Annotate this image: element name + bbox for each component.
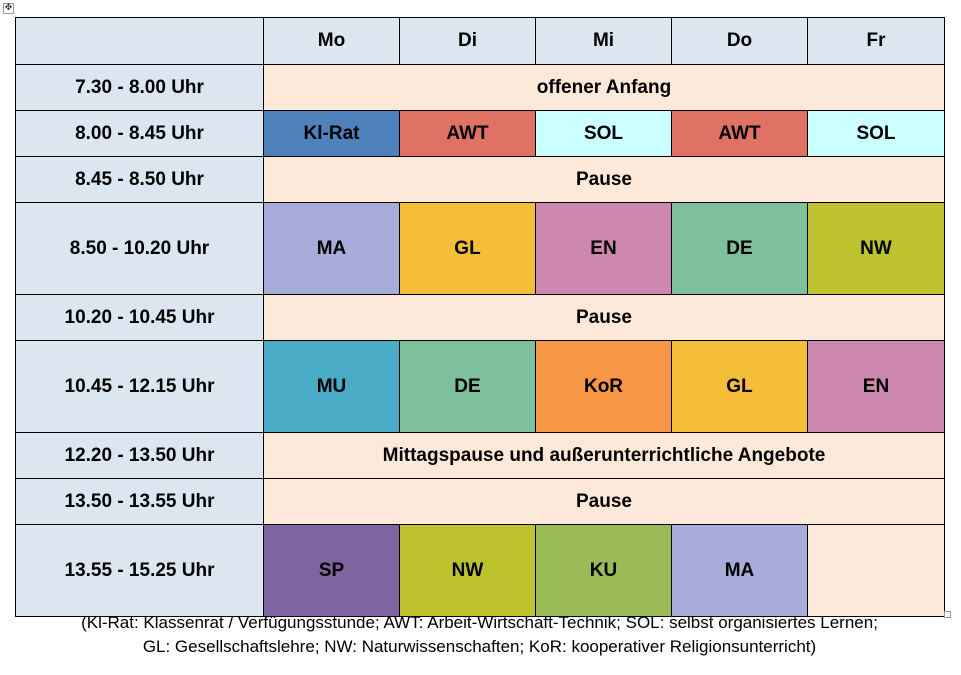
lesson-cell[interactable]: NW [807, 202, 945, 295]
time-cell[interactable]: 8.00 - 8.45 Uhr [15, 110, 264, 157]
lesson-cell[interactable]: KoR [535, 340, 672, 433]
time-cell[interactable]: 8.50 - 10.20 Uhr [15, 202, 264, 295]
table-row: 13.55 - 15.25 Uhr SP NW KU MA [15, 524, 945, 617]
lesson-cell[interactable]: SOL [807, 110, 945, 157]
lesson-cell[interactable]: MA [671, 524, 808, 617]
lesson-cell[interactable]: MA [263, 202, 400, 295]
day-header[interactable]: Do [671, 17, 808, 65]
spanning-break-cell[interactable]: Pause [263, 478, 945, 525]
table-row: 8.00 - 8.45 Uhr Kl-Rat AWT SOL AWT SOL [15, 110, 945, 157]
lesson-cell[interactable]: DE [399, 340, 536, 433]
spanning-break-cell[interactable]: Mittagspause und außerunterrichtliche An… [263, 432, 945, 479]
footnote-line-2: GL: Gesellschaftslehre; NW: Naturwissens… [142, 637, 817, 656]
table-move-handle-icon[interactable]: ✥ [3, 3, 14, 14]
spanning-break-cell[interactable]: Pause [263, 294, 945, 341]
table-row: 7.30 - 8.00 Uhr offener Anfang [15, 64, 945, 111]
empty-lesson-cell[interactable] [807, 524, 945, 617]
time-cell[interactable]: 7.30 - 8.00 Uhr [15, 64, 264, 111]
lesson-cell[interactable]: Kl-Rat [263, 110, 400, 157]
day-header[interactable]: Fr [807, 17, 945, 65]
table-row: 12.20 - 13.50 Uhr Mittagspause und außeru… [15, 432, 945, 479]
legend-footnote: (Kl-Rat: Klassenrat / Verfügungsstunde; … [15, 611, 944, 659]
table-resize-handle-icon[interactable] [944, 611, 951, 618]
lesson-cell[interactable]: AWT [671, 110, 808, 157]
time-cell[interactable]: 10.45 - 12.15 Uhr [15, 340, 264, 433]
lesson-cell[interactable]: DE [671, 202, 808, 295]
table-row: 10.20 - 10.45 Uhr Pause [15, 294, 945, 341]
table-row: 8.45 - 8.50 Uhr Pause [15, 156, 945, 203]
spanning-break-cell[interactable]: offener Anfang [263, 64, 945, 111]
time-cell[interactable]: 13.50 - 13.55 Uhr [15, 478, 264, 525]
lesson-cell[interactable]: GL [671, 340, 808, 433]
lesson-cell[interactable]: KU [535, 524, 672, 617]
footnote-line-1: (Kl-Rat: Klassenrat / Verfügungsstunde; … [81, 613, 878, 632]
day-header[interactable]: Mi [535, 17, 672, 65]
lesson-cell[interactable]: AWT [399, 110, 536, 157]
lesson-cell[interactable]: GL [399, 202, 536, 295]
timetable: Mo Di Mi Do Fr 7.30 - 8.00 Uhr offener Anfang 8… [15, 17, 945, 617]
lesson-cell[interactable]: NW [399, 524, 536, 617]
table-row: 10.45 - 12.15 Uhr MU DE KoR GL EN [15, 340, 945, 433]
day-header[interactable]: Di [399, 17, 536, 65]
table-row: 8.50 - 10.20 Uhr MA GL EN DE NW [15, 202, 945, 295]
header-row: Mo Di Mi Do Fr [15, 17, 945, 65]
spanning-break-cell[interactable]: Pause [263, 156, 945, 203]
lesson-cell[interactable]: EN [807, 340, 945, 433]
table-row: 13.50 - 13.55 Uhr Pause [15, 478, 945, 525]
lesson-cell[interactable]: MU [263, 340, 400, 433]
time-cell[interactable]: 10.20 - 10.45 Uhr [15, 294, 264, 341]
lesson-cell[interactable]: SP [263, 524, 400, 617]
lesson-cell[interactable]: EN [535, 202, 672, 295]
time-cell[interactable]: 8.45 - 8.50 Uhr [15, 156, 264, 203]
time-cell[interactable]: 12.20 - 13.50 Uhr [15, 432, 264, 479]
day-header[interactable]: Mo [263, 17, 400, 65]
time-cell[interactable]: 13.55 - 15.25 Uhr [15, 524, 264, 617]
lesson-cell[interactable]: SOL [535, 110, 672, 157]
header-corner-cell[interactable] [15, 17, 264, 65]
